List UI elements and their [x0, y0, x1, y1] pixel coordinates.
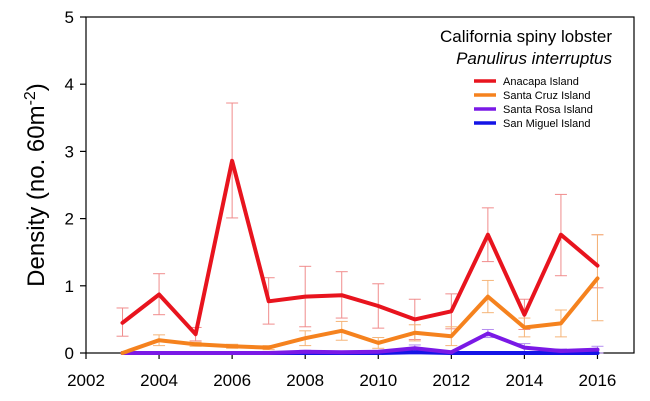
x-tick-label: 2002: [67, 371, 105, 390]
x-tick-label: 2010: [359, 371, 397, 390]
x-tick-label: 2016: [579, 371, 617, 390]
y-tick-label: 5: [65, 8, 74, 27]
x-tick-label: 2012: [432, 371, 470, 390]
chart-title: California spiny lobster: [440, 27, 612, 46]
y-tick-label: 2: [65, 210, 74, 229]
x-tick-label: 2014: [505, 371, 543, 390]
legend-label: San Miguel Island: [503, 118, 590, 130]
series-line: [120, 331, 600, 355]
x-tick-label: 2006: [213, 371, 251, 390]
series-line: [120, 158, 600, 337]
legend-label: Santa Rosa Island: [503, 104, 593, 116]
x-tick-label: 2004: [140, 371, 178, 390]
y-tick-label: 3: [65, 142, 74, 161]
series-line: [120, 276, 600, 355]
y-axis-label: Density (no. 60m-2): [22, 83, 50, 287]
legend-label: Anacapa Island: [503, 76, 579, 88]
y-tick-label: 4: [65, 75, 74, 94]
legend-label: Santa Cruz Island: [503, 90, 590, 102]
series-lines: [120, 158, 600, 355]
x-tick-label: 2008: [286, 371, 324, 390]
error-bars: [116, 102, 604, 354]
y-tick-label: 0: [65, 344, 74, 363]
y-tick-label: 1: [65, 277, 74, 296]
legend: Anacapa Island Santa Cruz Island Santa Ros…: [474, 76, 593, 130]
chart-subtitle: Panulirus interruptus: [456, 49, 612, 68]
